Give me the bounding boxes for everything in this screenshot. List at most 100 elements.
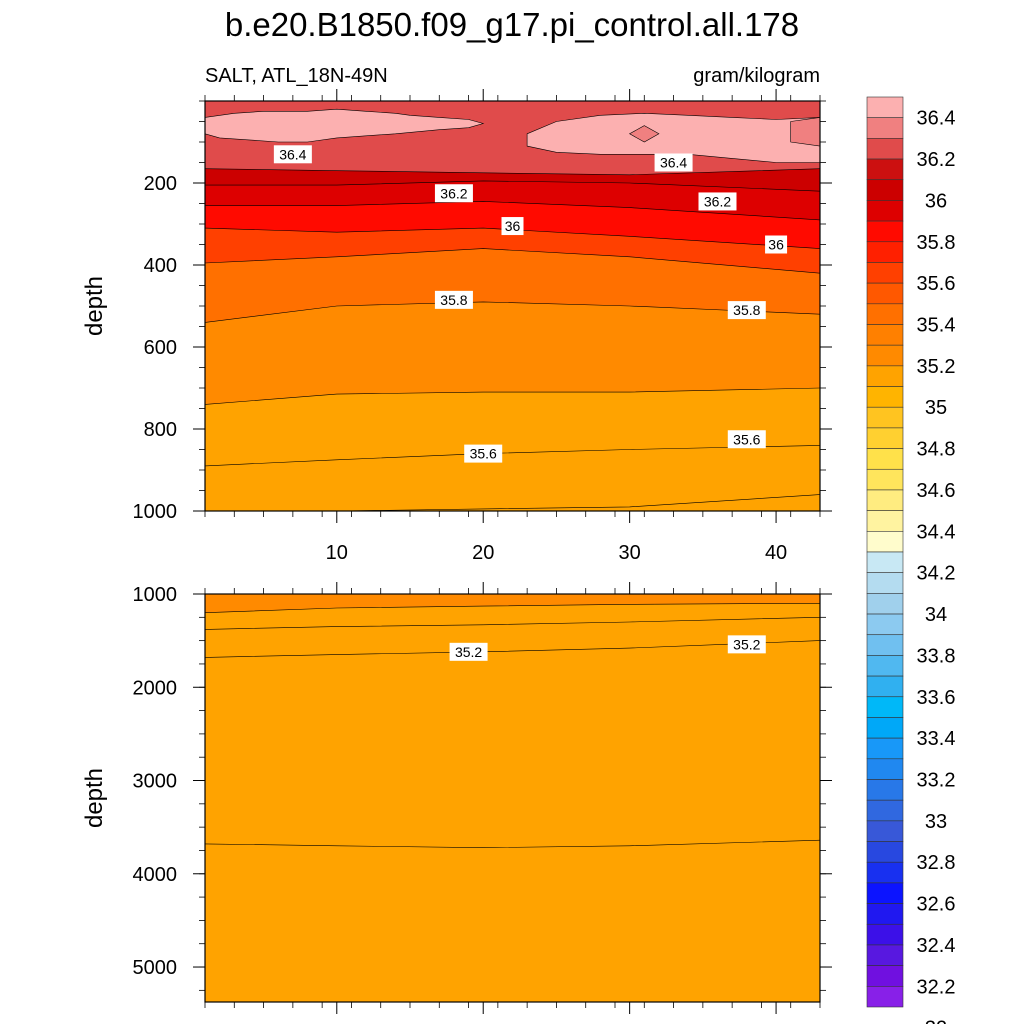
chart-subtitle-units: gram/kilogram bbox=[693, 65, 820, 87]
colorbar-label: 33.4 bbox=[917, 728, 956, 750]
colorbar-label: 34 bbox=[925, 604, 947, 626]
svg-text:36.2: 36.2 bbox=[440, 185, 467, 201]
colorbar-swatch bbox=[866, 820, 904, 842]
colorbar-label: 33.6 bbox=[917, 687, 956, 709]
contour-line bbox=[205, 301, 820, 323]
contour-label: 36 bbox=[501, 217, 524, 236]
contour-line bbox=[205, 168, 820, 176]
contour-line bbox=[205, 201, 820, 221]
colorbar-label: 33.8 bbox=[917, 645, 956, 667]
colorbar-label: 34.8 bbox=[917, 439, 956, 461]
y-tick-label: 1000 bbox=[133, 501, 178, 523]
contour-label: 36.2 bbox=[434, 184, 473, 203]
chart-subtitle-variable: SALT, ATL_18N-49N bbox=[205, 65, 388, 87]
contour-label: 35.2 bbox=[727, 635, 766, 654]
colorbar-swatch bbox=[866, 510, 904, 532]
y-tick-label: 2000 bbox=[133, 677, 178, 699]
contour-region bbox=[628, 125, 660, 143]
y-tick-label: 800 bbox=[144, 419, 177, 441]
y-tick-label: 3000 bbox=[133, 771, 178, 793]
colorbar-label: 35.8 bbox=[917, 232, 956, 254]
colorbar-label: 36.2 bbox=[917, 149, 956, 171]
colorbar-label: 35.4 bbox=[917, 315, 956, 337]
bottom-panel: 35.2 35.2 1000 2000 3000 4000 5000 depth bbox=[81, 582, 832, 1014]
svg-text:36.4: 36.4 bbox=[279, 146, 306, 162]
colorbar-swatch bbox=[866, 634, 904, 656]
contour-field: 35.2 35.2 bbox=[205, 594, 820, 1002]
contour-label: 35.6 bbox=[464, 444, 503, 463]
colorbar-label: 33 bbox=[925, 811, 947, 833]
y-tick-label: 400 bbox=[144, 255, 177, 277]
contour-line bbox=[205, 494, 820, 511]
contour-label: 36.2 bbox=[698, 192, 737, 211]
colorbar-label: 35.2 bbox=[917, 356, 956, 378]
colorbar-swatch bbox=[866, 717, 904, 739]
axis-ticks bbox=[193, 89, 832, 523]
colorbar-swatch bbox=[866, 282, 904, 305]
colorbar-swatch bbox=[866, 841, 904, 863]
contour-line bbox=[205, 617, 820, 630]
colorbar-swatch bbox=[866, 861, 904, 884]
colorbar-swatch bbox=[866, 779, 904, 801]
svg-text:35.2: 35.2 bbox=[455, 644, 482, 660]
colorbar-label: 32.2 bbox=[917, 976, 956, 998]
colorbar-label: 32.8 bbox=[917, 852, 956, 874]
colorbar-swatch bbox=[866, 468, 904, 491]
colorbar-swatch bbox=[866, 903, 904, 925]
x-tick-label: 20 bbox=[472, 542, 494, 564]
y-axis-label: depth bbox=[81, 276, 108, 336]
colorbar-swatch bbox=[866, 986, 904, 1008]
colorbar-swatch bbox=[866, 923, 904, 946]
colorbar-swatch bbox=[866, 117, 904, 139]
axis-ticks bbox=[193, 582, 832, 1014]
colorbar-swatch bbox=[866, 344, 904, 367]
contour-region bbox=[526, 112, 820, 163]
colorbar-swatch bbox=[866, 882, 904, 904]
contour-label: 35.2 bbox=[449, 642, 488, 661]
colorbar-swatch bbox=[866, 406, 904, 429]
colorbar-swatch bbox=[866, 324, 904, 346]
colorbar-label: 35 bbox=[925, 397, 947, 419]
colorbar-swatch bbox=[866, 944, 904, 966]
top-panel: 36.4 36.4 36.2 36.2 36 36 35.8 35.8 35.6 35.6 200 4… bbox=[81, 89, 832, 564]
contour-region bbox=[205, 108, 485, 143]
colorbar-label: 34.6 bbox=[917, 480, 956, 502]
colorbar-swatch bbox=[866, 427, 904, 449]
colorbar-swatch bbox=[866, 613, 904, 636]
x-tick-label: 10 bbox=[326, 542, 348, 564]
svg-text:36.4: 36.4 bbox=[660, 155, 687, 171]
colorbar-swatch bbox=[866, 220, 904, 243]
svg-text:36.2: 36.2 bbox=[704, 193, 731, 209]
colorbar-label: 36 bbox=[925, 190, 947, 212]
svg-text:35.6: 35.6 bbox=[733, 431, 760, 447]
salinity-band bbox=[205, 494, 820, 511]
contour-label: 35.8 bbox=[434, 290, 473, 309]
colorbar-swatch bbox=[866, 737, 904, 760]
colorbar-swatch bbox=[866, 696, 904, 718]
colorbar-swatch bbox=[866, 572, 904, 594]
colorbar-swatch bbox=[866, 489, 904, 511]
y-tick-label: 200 bbox=[144, 173, 177, 195]
contour-line bbox=[205, 839, 820, 849]
colorbar-swatch bbox=[866, 158, 904, 181]
y-tick-label: 4000 bbox=[133, 864, 178, 886]
colorbar-label: 33.2 bbox=[917, 770, 956, 792]
contour-line bbox=[205, 227, 820, 249]
svg-text:35.8: 35.8 bbox=[440, 292, 467, 308]
colorbar-swatch bbox=[866, 655, 904, 677]
colorbar-label: 34.2 bbox=[917, 563, 956, 585]
y-tick-label: 1000 bbox=[133, 584, 178, 606]
colorbar-label: 32.6 bbox=[917, 894, 956, 916]
contour-field: 36.4 36.4 36.2 36.2 36 36 35.8 35.8 35.6 35.6 bbox=[205, 101, 820, 511]
y-tick-label: 600 bbox=[144, 337, 177, 359]
colorbar-swatch bbox=[866, 965, 904, 987]
colorbar-swatch bbox=[866, 675, 904, 698]
colorbar-swatch bbox=[866, 448, 904, 470]
colorbar-swatch bbox=[866, 200, 904, 222]
colorbar-swatch bbox=[866, 96, 904, 118]
colorbar-swatch bbox=[866, 179, 904, 201]
colorbar-label: 35.6 bbox=[917, 273, 956, 295]
contour-line bbox=[205, 387, 820, 405]
contour-line bbox=[205, 248, 820, 274]
